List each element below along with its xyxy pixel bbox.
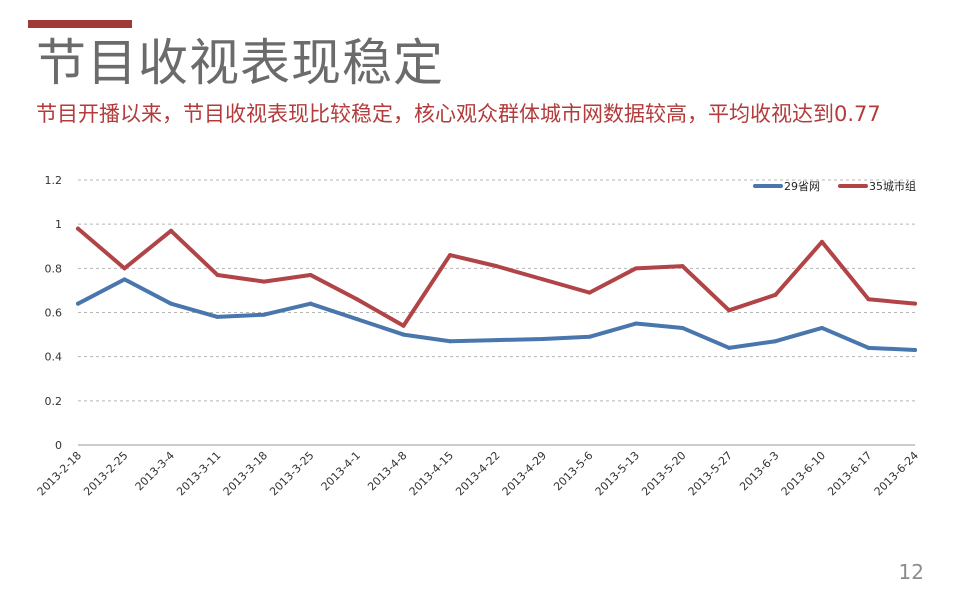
y-tick-label: 0.2 [45,395,63,408]
data-point [169,228,173,233]
legend-label: 35城市组 [869,179,916,193]
x-tick-label: 2013-5-13 [593,449,642,498]
data-point [448,253,452,258]
y-tick-label: 0 [55,439,62,452]
x-tick-label: 2013-3-25 [267,449,316,498]
data-point [494,264,499,269]
x-tick-label: 2013-4-8 [365,449,410,494]
data-point [262,312,266,317]
x-tick-label: 2013-3-18 [221,449,270,498]
data-point [76,301,80,306]
data-point [727,345,731,350]
data-point [122,277,127,282]
x-tick-label: 2013-5-6 [551,449,596,494]
x-tick-label: 2013-4-29 [500,449,549,498]
data-point [355,317,359,322]
data-point [634,321,638,326]
data-point [866,297,871,302]
x-tick-label: 2013-3-4 [133,449,178,494]
data-point [773,292,778,297]
x-tick-label: 2013-5-27 [686,449,735,498]
legend-label: 29省网 [784,180,820,193]
grid-lines [78,179,915,446]
x-tick-label: 2013-4-22 [453,449,502,498]
data-point [727,308,731,313]
x-tick-label: 2013-4-15 [407,449,456,498]
data-point [820,239,824,244]
page-number: 12 [898,560,924,584]
x-tick-label: 2013-2-18 [35,449,84,498]
data-point [680,264,685,269]
data-point [401,323,406,328]
data-point [913,301,917,306]
data-point [401,332,406,337]
data-point [308,272,313,277]
data-point [587,290,592,295]
data-point [355,297,359,302]
x-tick-label: 2013-2-25 [81,449,130,498]
data-point [820,325,824,330]
data-point [215,314,220,319]
data-point [913,348,917,353]
data-point [494,338,499,343]
data-point [262,279,266,284]
data-point [773,339,778,344]
data-point [308,301,313,306]
y-tick-label: 1.2 [45,174,63,187]
data-point [76,226,80,231]
title-accent-bar [28,20,132,28]
data-point [448,339,452,344]
data-point [215,272,220,277]
y-tick-label: 0.4 [45,351,63,364]
data-point [634,266,638,271]
x-tick-label: 2013-6-17 [825,449,874,498]
series-lines [76,226,917,353]
data-point [169,301,173,306]
y-axis-tick-labels: 0 0.2 0.4 0.6 0.8 1 1.2 [45,174,63,452]
x-tick-label: 2013-6-24 [872,449,921,498]
x-tick-label: 2013-3-11 [174,449,223,498]
data-point [587,334,592,339]
data-point [680,325,685,330]
y-tick-label: 0.6 [45,307,63,320]
data-point [866,345,871,350]
slide-subtitle: 节目开播以来，节目收视表现比较稳定，核心观众群体城市网数据较高，平均收视达到0.… [36,102,881,126]
slide-title: 节目收视表现稳定 [36,34,444,92]
x-tick-label: 2013-4-1 [319,449,364,494]
y-tick-label: 0.8 [45,262,63,275]
x-tick-label: 2013-6-3 [737,449,782,494]
data-point [541,277,545,282]
legend: 29省网 35城市组 [753,179,916,193]
x-tick-label: 2013-5-20 [639,449,688,498]
x-tick-label: 2013-6-10 [779,449,828,498]
data-point [122,266,127,271]
y-tick-label: 1 [55,218,62,231]
data-point [541,337,545,341]
